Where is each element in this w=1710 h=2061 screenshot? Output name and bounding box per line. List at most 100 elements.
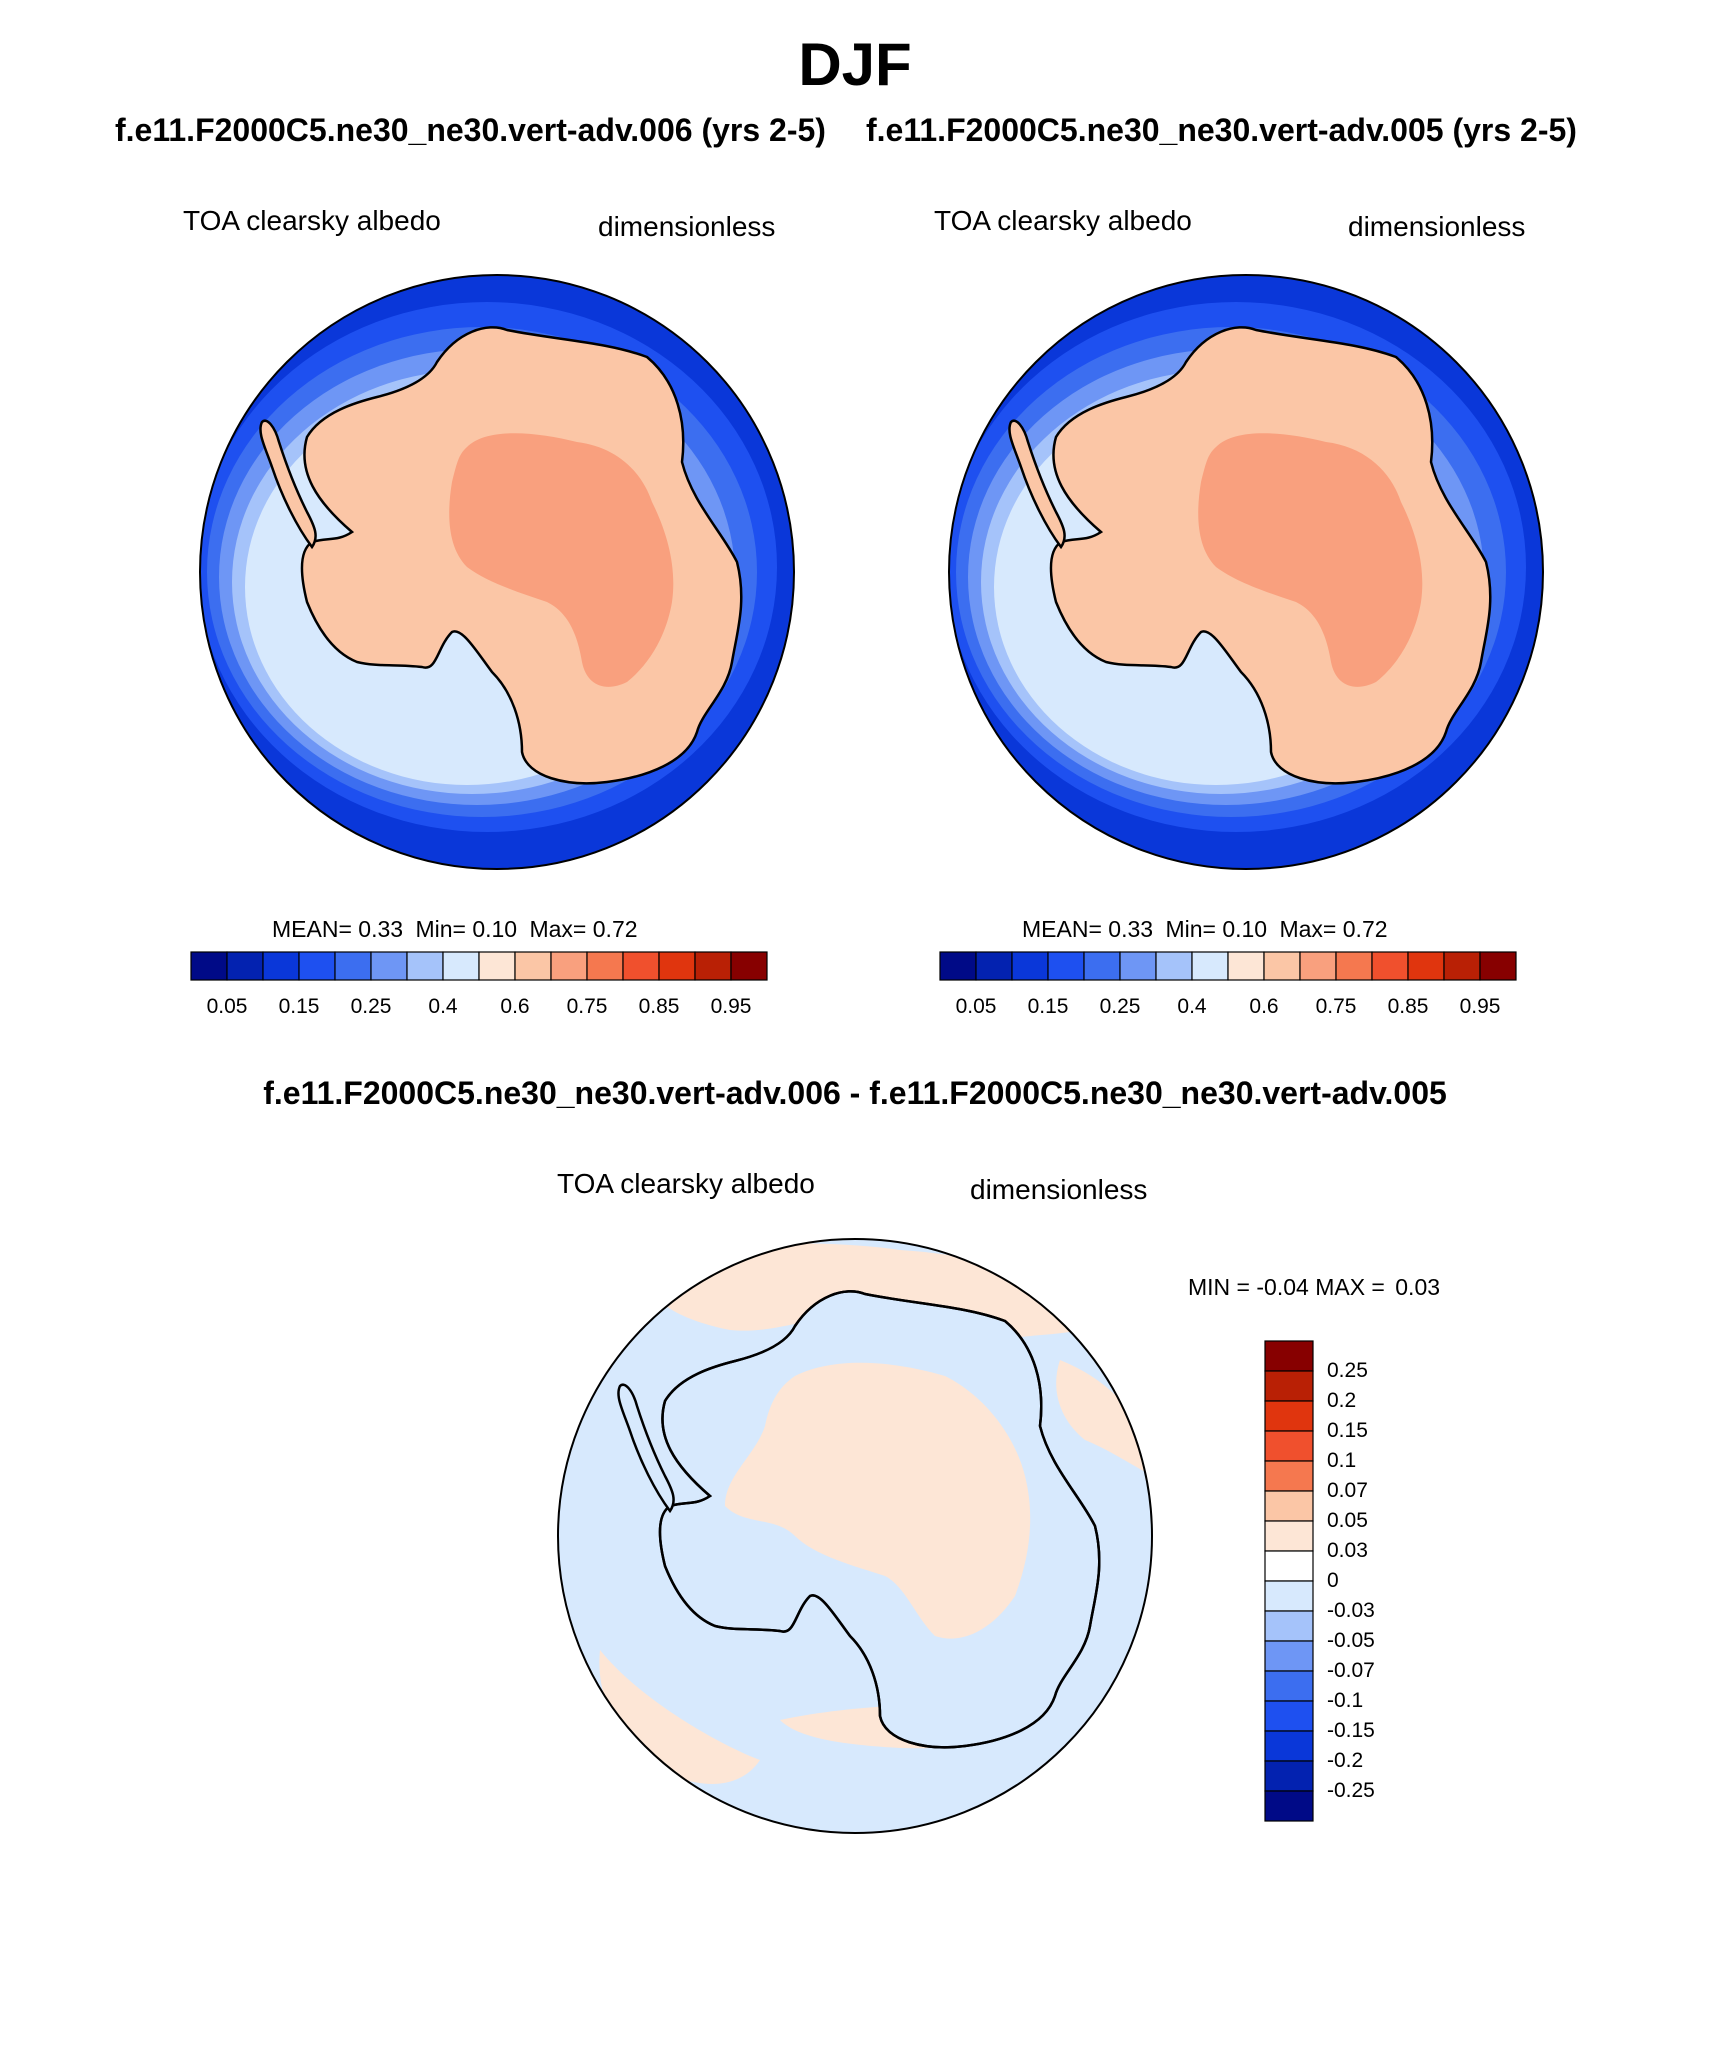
diff-units-label: dimensionless <box>970 1174 1148 1205</box>
panel2-colorbar-swatch <box>1263 951 1301 981</box>
panel1-colorbar-swatch <box>190 951 228 981</box>
panel2-variable-label: TOA clearsky albedo <box>934 205 1192 236</box>
panel2-colorbar-swatch <box>1083 951 1121 981</box>
diff-colorbar-tick-label: -0.05 <box>1327 1629 1375 1652</box>
panel1-colorbar-swatch <box>514 951 552 981</box>
diff-colorbar-swatch <box>1264 1340 1314 1372</box>
panel2-colorbar-tick-label: 0.6 <box>1249 995 1279 1018</box>
panel1-colorbar-swatch <box>478 951 516 981</box>
panel2-colorbar-swatch <box>1119 951 1157 981</box>
panel1-max-label: Max= <box>529 916 587 942</box>
diff-colorbar-tick-label: 0.05 <box>1327 1509 1368 1532</box>
panel1-colorbar-swatch <box>694 951 732 981</box>
diff-map-border <box>557 1238 1153 1834</box>
panel2-max-value: 0.72 <box>1342 916 1388 942</box>
diff-colorbar-tick-label: -0.2 <box>1327 1749 1364 1772</box>
panel1-colorbar-swatch <box>226 951 264 981</box>
case-title-left: f.e11.F2000C5.ne30_ne30.vert-adv.006 (yr… <box>115 112 826 148</box>
panel2-colorbar-swatch <box>1407 951 1445 981</box>
panel2-colorbar-swatch <box>1335 951 1373 981</box>
panel2-colorbar-swatch <box>1371 951 1409 981</box>
diff-colorbar-swatch <box>1264 1460 1314 1492</box>
panel2-colorbar-tick-label: 0.25 <box>1099 995 1141 1018</box>
panel1-colorbar-swatch <box>262 951 300 981</box>
panel2-max-label: Max= <box>1279 916 1337 942</box>
panel1-colorbar-swatch <box>730 951 768 981</box>
diff-colorbar-tick-label: -0.07 <box>1327 1659 1375 1682</box>
panel1-min-label: Min= <box>415 916 466 942</box>
panel1-colorbar-swatch <box>370 951 408 981</box>
diff-colorbar-swatch <box>1264 1550 1314 1582</box>
panel2-colorbar-tick-label: 0.4 <box>1177 995 1207 1018</box>
panel1-colorbar-swatch <box>334 951 372 981</box>
diff-colorbar-tick-label: 0.25 <box>1327 1359 1368 1382</box>
diff-max-label: MAX = <box>1315 1274 1385 1300</box>
diff-colorbar-tick-label: 0.15 <box>1327 1419 1368 1442</box>
panel2-colorbar-tick-label: 0.15 <box>1027 995 1069 1018</box>
diff-map <box>558 1239 1152 1833</box>
diff-colorbar-tick-label: -0.03 <box>1327 1599 1375 1622</box>
panel1-colorbar-tick-label: 0.05 <box>206 995 248 1018</box>
diff-colorbar-tick-label: 0 <box>1327 1569 1339 1592</box>
diff-colorbar-tick-label: 0.1 <box>1327 1449 1357 1472</box>
panel2-colorbar-tick-label: 0.85 <box>1387 995 1429 1018</box>
diff-colorbar <box>1264 1340 1314 1822</box>
panel1-colorbar-swatch <box>586 951 624 981</box>
panel1-colorbar-swatch <box>550 951 588 981</box>
panel2-mean-label: MEAN= <box>1022 916 1102 942</box>
panel2-min-value: 0.10 <box>1222 916 1268 942</box>
panel2-colorbar-swatch <box>1299 951 1337 981</box>
panel1-map <box>200 275 794 869</box>
diff-colorbar-swatch <box>1264 1520 1314 1552</box>
panel2-colorbar-tick-label: 0.95 <box>1459 995 1501 1018</box>
panel1-colorbar-swatch <box>298 951 336 981</box>
diff-variable-label: TOA clearsky albedo <box>557 1168 815 1199</box>
panel1-colorbar-tick-label: 0.15 <box>278 995 320 1018</box>
panel1-colorbar-tick-label: 0.85 <box>638 995 680 1018</box>
season-title: DJF <box>798 31 912 98</box>
panel2-colorbar-tick-label: 0.75 <box>1315 995 1357 1018</box>
panel1-mean-label: MEAN= <box>272 916 352 942</box>
panel1-mean-value: 0.33 <box>358 916 404 942</box>
diff-colorbar-swatch <box>1264 1400 1314 1432</box>
panel1-colorbar-swatch <box>658 951 696 981</box>
diff-max-value: 0.03 <box>1395 1274 1441 1300</box>
diff-colorbar-swatch <box>1264 1370 1314 1402</box>
panel2-colorbar-swatch <box>1479 951 1517 981</box>
panel1-variable-label: TOA clearsky albedo <box>183 205 441 236</box>
diff-colorbar-swatch <box>1264 1610 1314 1642</box>
panel1-colorbar <box>190 951 768 981</box>
panel2-mean-value: 0.33 <box>1108 916 1154 942</box>
panel1-colorbar-tick-label: 0.75 <box>566 995 608 1018</box>
diff-colorbar-swatch <box>1264 1640 1314 1672</box>
panel2-colorbar-swatch <box>1191 951 1229 981</box>
panel1-colorbar-swatch <box>442 951 480 981</box>
panel2-stats: MEAN= 0.33 Min= 0.10 Max= 0.72 <box>1022 916 1388 943</box>
panel1-max-value: 0.72 <box>592 916 638 942</box>
panel1-colorbar-swatch <box>622 951 660 981</box>
diff-colorbar-swatch <box>1264 1700 1314 1732</box>
difference-title: f.e11.F2000C5.ne30_ne30.vert-adv.006 - f… <box>263 1075 1447 1111</box>
panel1-colorbar-tick-label: 0.6 <box>500 995 530 1018</box>
diff-colorbar-swatch <box>1264 1790 1314 1822</box>
panel2-colorbar-swatch <box>1227 951 1265 981</box>
diff-colorbar-swatch <box>1264 1490 1314 1522</box>
panel1-colorbar-tick-label: 0.25 <box>350 995 392 1018</box>
panel1-colorbar-swatch <box>406 951 444 981</box>
diff-min-value: -0.04 <box>1256 1274 1309 1300</box>
panel1-units-label: dimensionless <box>598 211 776 242</box>
diff-colorbar-tick-label: -0.1 <box>1327 1689 1364 1712</box>
panel1-map-border <box>199 274 795 870</box>
panel1-colorbar-tick-label: 0.4 <box>428 995 458 1018</box>
panel2-map-border <box>948 274 1544 870</box>
diff-colorbar-swatch <box>1264 1760 1314 1792</box>
panel2-colorbar-swatch <box>975 951 1013 981</box>
diff-colorbar-tick-label: 0.2 <box>1327 1389 1357 1412</box>
case-title-right: f.e11.F2000C5.ne30_ne30.vert-adv.005 (yr… <box>866 112 1577 148</box>
panel2-colorbar <box>939 951 1517 981</box>
diff-stats: MIN = -0.04 MAX = 0.03 <box>1188 1274 1440 1301</box>
diff-colorbar-swatch <box>1264 1430 1314 1462</box>
panel2-units-label: dimensionless <box>1348 211 1526 242</box>
diff-colorbar-tick-label: -0.15 <box>1327 1719 1375 1742</box>
panel2-min-label: Min= <box>1165 916 1216 942</box>
